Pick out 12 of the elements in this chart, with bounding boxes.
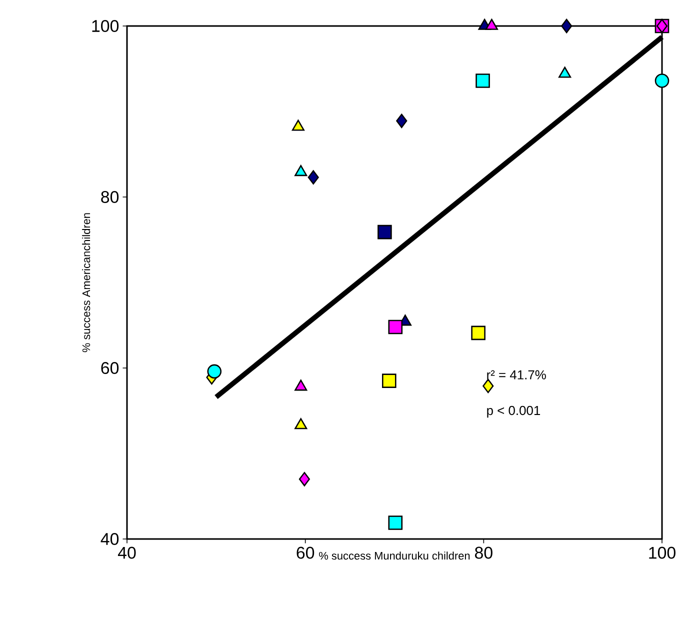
y-axis-title: % success Americanchildren xyxy=(82,213,90,352)
annotation: p < 0.001 xyxy=(487,406,540,418)
y-tick-label: 80 xyxy=(101,191,119,203)
x-tick-label: 60 xyxy=(296,546,314,559)
x-axis-title: % success Munduruku children xyxy=(319,552,470,560)
x-tick-label: 80 xyxy=(474,546,492,559)
y-tick-label: 100 xyxy=(92,20,119,32)
y-tick-label: 40 xyxy=(100,533,119,546)
x-tick-label: 40 xyxy=(118,546,136,559)
annotation: r² = 41.7% xyxy=(487,370,546,380)
x-tick-label: 100 xyxy=(649,546,676,559)
y-tick-label: 60 xyxy=(101,362,119,374)
